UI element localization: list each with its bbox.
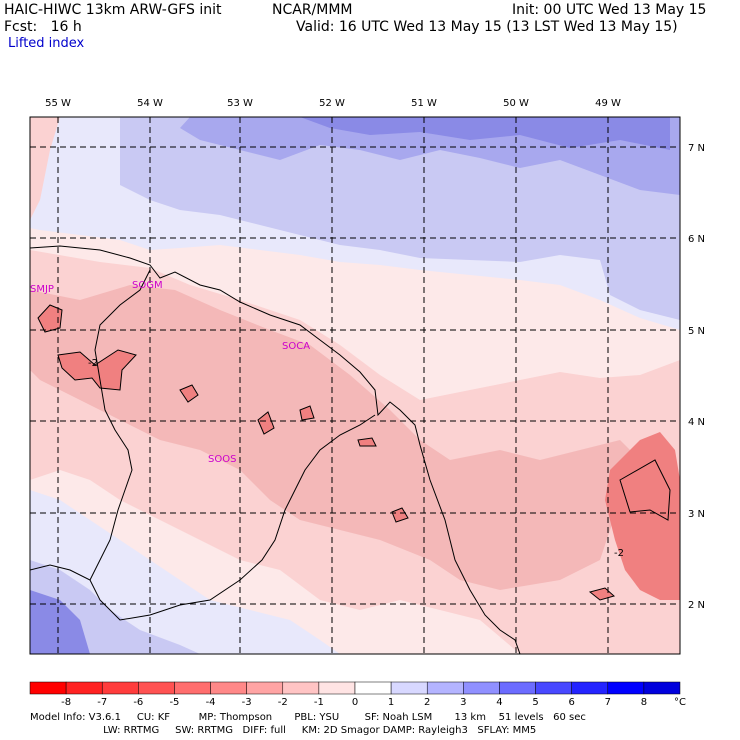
- field-shading: [30, 117, 680, 654]
- colorbar-tick-label: 0: [352, 697, 358, 708]
- colorbar: -8 -7 -6 -5 -4 -3 -2 -1 0 1 2 3 4 5 6 7 8: [29, 681, 681, 708]
- lat-label: 3 N: [688, 509, 705, 520]
- colorbar-swatch: [535, 681, 572, 695]
- colorbar-swatch: [101, 681, 139, 695]
- lat-labels: 7 N 6 N 5 N 4 N 3 N 2 N: [688, 143, 705, 611]
- colorbar-swatch: [138, 681, 175, 695]
- org-label: NCAR/MMM: [272, 2, 353, 18]
- station-label: SOOS: [208, 454, 236, 465]
- colorbar-tick-label: 6: [568, 697, 574, 708]
- colorbar-swatch: [174, 681, 211, 695]
- colorbar-swatch: [65, 681, 103, 695]
- footer-model-info: Model Info: V3.6.1 CU: KF MP: Thompson P…: [30, 712, 586, 723]
- contour-blob-5: [299, 405, 315, 421]
- shade-negative-east: [605, 432, 680, 600]
- station-label: SMJP: [30, 284, 54, 295]
- valid-time: Valid: 16 UTC Wed 13 May 15 (13 LST Wed …: [296, 19, 678, 35]
- colorbar-tick-label: 5: [532, 697, 538, 708]
- colorbar-swatch: [499, 681, 536, 695]
- colorbar-tick-label: 4: [496, 697, 502, 708]
- contour-blob-3: [257, 411, 275, 435]
- colorbar-swatch: [607, 681, 645, 695]
- colorbar-tick-label: -1: [314, 697, 324, 708]
- colorbar-tick-label: 1: [388, 697, 394, 708]
- colorbar-swatch: [354, 681, 392, 695]
- colorbar-tick-label: 8: [641, 697, 647, 708]
- lat-label: 4 N: [688, 417, 705, 428]
- colorbar-swatch: [426, 681, 464, 695]
- colorbar-swatch: [390, 681, 428, 695]
- lat-label: 5 N: [688, 326, 705, 337]
- colorbar-tick-label: -3: [242, 697, 252, 708]
- contour-blob-7: [391, 507, 409, 523]
- colorbar-swatch: [463, 681, 500, 695]
- colorbar-tick-label: -5: [169, 697, 179, 708]
- contour-blob-4: [179, 384, 199, 403]
- coastline: [30, 245, 521, 654]
- colorbar-swatch: [29, 681, 67, 695]
- station-label: SOGM: [132, 280, 163, 291]
- contour-blob-6: [357, 437, 377, 447]
- colorbar-swatch: [246, 681, 284, 695]
- colorbar-swatch: [210, 681, 247, 695]
- contour-blob-9: [619, 459, 671, 521]
- lon-label: 53 W: [227, 98, 253, 109]
- colorbar-tick-label: -2: [278, 697, 288, 708]
- station-labels: SMJP SOGM SOCA SOOS: [30, 280, 310, 465]
- colorbar-unit: °C: [674, 697, 686, 708]
- lon-label: 52 W: [319, 98, 345, 109]
- lon-label: 49 W: [595, 98, 621, 109]
- colorbar-tick-label: -8: [61, 697, 71, 708]
- map-frame: [29, 116, 681, 655]
- colorbar-swatch: [282, 681, 320, 695]
- lat-label: 6 N: [688, 234, 705, 245]
- colorbar-tick-label: -7: [97, 697, 107, 708]
- shade-nw-pink: [30, 117, 60, 220]
- colorbar-swatch: [318, 681, 356, 695]
- contour-label: -2: [614, 548, 624, 559]
- forecast-hour: Fcst: 16 h: [4, 19, 82, 35]
- lon-label: 50 W: [503, 98, 529, 109]
- colorbar-swatch: [643, 681, 681, 695]
- model-title: HAIC-HIWC 13km ARW-GFS init: [4, 2, 222, 18]
- graticule: [30, 117, 680, 654]
- lon-label: 55 W: [45, 98, 71, 109]
- colorbar-tick-label: -4: [206, 697, 216, 708]
- lon-label: 54 W: [137, 98, 163, 109]
- lon-labels: 55 W 54 W 53 W 52 W 51 W 50 W 49 W: [45, 98, 621, 109]
- footer-physics-info: LW: RRTMG SW: RRTMG DIFF: full KM: 2D Sm…: [30, 725, 537, 736]
- field-name: Lifted index: [8, 36, 85, 51]
- contour-blob-2: [57, 349, 137, 391]
- lon-label: 51 W: [411, 98, 437, 109]
- border-west: [89, 269, 151, 581]
- lat-label: 7 N: [688, 143, 705, 154]
- colorbar-swatch: [571, 681, 609, 695]
- shade-positive-deep: [300, 117, 670, 150]
- colorbar-tick-label: 7: [605, 697, 611, 708]
- colorbar-tick-label: 3: [460, 697, 466, 708]
- shade-negative-mid: [30, 285, 640, 590]
- colorbar-tick-label: 2: [424, 697, 430, 708]
- lat-label: 2 N: [688, 600, 705, 611]
- station-label: SOCA: [282, 341, 310, 352]
- shade-positive-mid: [120, 117, 680, 320]
- colorbar-tick-label: -6: [133, 697, 143, 708]
- contour-label: -2: [88, 358, 98, 369]
- init-time: Init: 00 UTC Wed 13 May 15: [512, 2, 707, 18]
- shade-sw-positive-strong: [30, 590, 90, 654]
